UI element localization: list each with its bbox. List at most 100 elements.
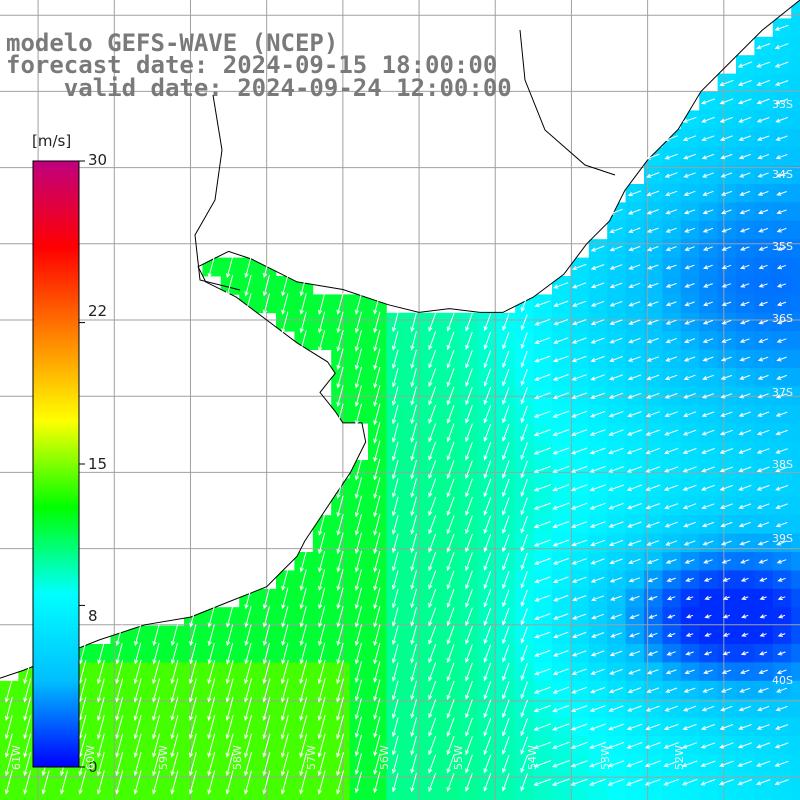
wind-arrow — [446, 662, 455, 682]
wind-arrow — [608, 466, 624, 473]
wind-arrow — [262, 733, 271, 758]
wind-arrow — [446, 772, 455, 793]
wind-arrow — [336, 385, 344, 407]
wind-arrow — [627, 356, 641, 362]
wind-arrow — [683, 172, 696, 178]
wind-arrow — [354, 330, 362, 352]
wind-arrow — [590, 264, 605, 270]
wind-arrow — [609, 208, 623, 215]
field-cell — [791, 368, 800, 387]
wind-arrow — [280, 696, 289, 722]
field-cell — [791, 570, 800, 590]
wind-arrow — [757, 191, 769, 196]
wind-arrow — [502, 773, 510, 792]
wind-arrow — [608, 539, 624, 547]
wind-arrow — [391, 551, 399, 572]
wind-arrow — [701, 705, 715, 712]
wind-arrow — [244, 715, 252, 740]
wind-arrow — [299, 311, 307, 334]
wind-arrow — [552, 723, 570, 731]
wind-arrow — [534, 355, 551, 363]
wind-arrow — [373, 495, 381, 518]
wind-arrow — [225, 770, 234, 795]
title-model: modelo GEFS-WAVE (NCEP) — [6, 29, 339, 57]
wind-arrow — [740, 264, 750, 270]
wind-arrow — [663, 742, 679, 749]
wind-arrow — [520, 424, 528, 442]
wind-arrow — [446, 736, 455, 756]
wind-arrow — [483, 460, 492, 479]
wind-arrow — [701, 448, 715, 454]
wind-arrow — [719, 448, 734, 454]
wind-arrow — [96, 659, 105, 685]
wind-arrow — [23, 715, 32, 740]
field-cell — [147, 791, 166, 800]
wind-arrow — [262, 606, 270, 628]
wind-arrow — [207, 606, 215, 628]
wind-arrow — [373, 587, 381, 610]
wind-arrow — [483, 681, 492, 700]
wind-arrow — [428, 588, 437, 608]
wind-arrow — [756, 429, 770, 436]
wind-arrow — [262, 751, 271, 777]
wind-arrow — [446, 644, 455, 664]
wind-arrow — [775, 705, 788, 712]
wind-arrow — [741, 614, 749, 619]
field-cell — [625, 791, 645, 800]
wind-arrow — [739, 356, 751, 362]
wind-arrow — [410, 404, 417, 425]
wind-arrow — [299, 550, 307, 573]
wind-arrow — [646, 687, 660, 693]
wind-arrow — [590, 319, 605, 326]
wind-arrow — [701, 153, 715, 160]
wind-arrow — [684, 319, 695, 325]
wind-arrow — [60, 770, 68, 795]
lat-label-33s: 33S — [772, 98, 793, 111]
wind-arrow — [78, 751, 87, 777]
wind-arrow — [299, 715, 308, 740]
wind-arrow — [609, 282, 623, 289]
wind-arrow — [756, 43, 771, 50]
wind-arrow — [520, 369, 528, 387]
wind-arrow — [756, 466, 770, 473]
wind-arrow — [336, 293, 344, 315]
wind-arrow — [520, 534, 528, 553]
wind-arrow — [520, 663, 528, 681]
wind-arrow — [502, 313, 510, 331]
field-cell — [791, 312, 800, 332]
wind-arrow — [663, 466, 679, 473]
wind-arrow — [78, 642, 86, 665]
wind-arrow — [354, 569, 362, 591]
wind-arrow — [391, 533, 399, 554]
wind-arrow — [354, 606, 362, 628]
field-cell — [791, 73, 800, 93]
wind-arrow — [299, 678, 308, 703]
wind-arrow — [626, 723, 643, 731]
wind-arrow — [590, 558, 605, 565]
wind-arrow — [552, 447, 570, 455]
wind-arrow — [207, 696, 216, 722]
wind-arrow — [664, 393, 678, 399]
wind-arrow — [391, 312, 399, 333]
wind-arrow — [373, 440, 381, 463]
wind-arrow — [225, 696, 234, 722]
wind-arrow — [133, 659, 142, 685]
wind-arrow — [207, 733, 216, 758]
wind-arrow — [502, 350, 510, 368]
field-cell — [791, 441, 800, 461]
wind-arrow — [299, 274, 307, 297]
wind-arrow — [552, 558, 569, 565]
wind-arrow — [608, 429, 624, 436]
wind-arrow — [627, 392, 642, 399]
wind-arrow — [446, 460, 455, 480]
wind-arrow — [627, 209, 641, 215]
wind-arrow — [428, 552, 437, 572]
wind-arrow — [552, 502, 570, 510]
wind-arrow — [533, 410, 551, 418]
field-cell — [791, 625, 800, 645]
lat-label-40s: 40S — [772, 674, 793, 687]
wind-arrow — [683, 190, 696, 196]
wind-arrow — [645, 153, 660, 160]
field-cell — [791, 202, 800, 222]
wind-arrow — [465, 460, 473, 480]
